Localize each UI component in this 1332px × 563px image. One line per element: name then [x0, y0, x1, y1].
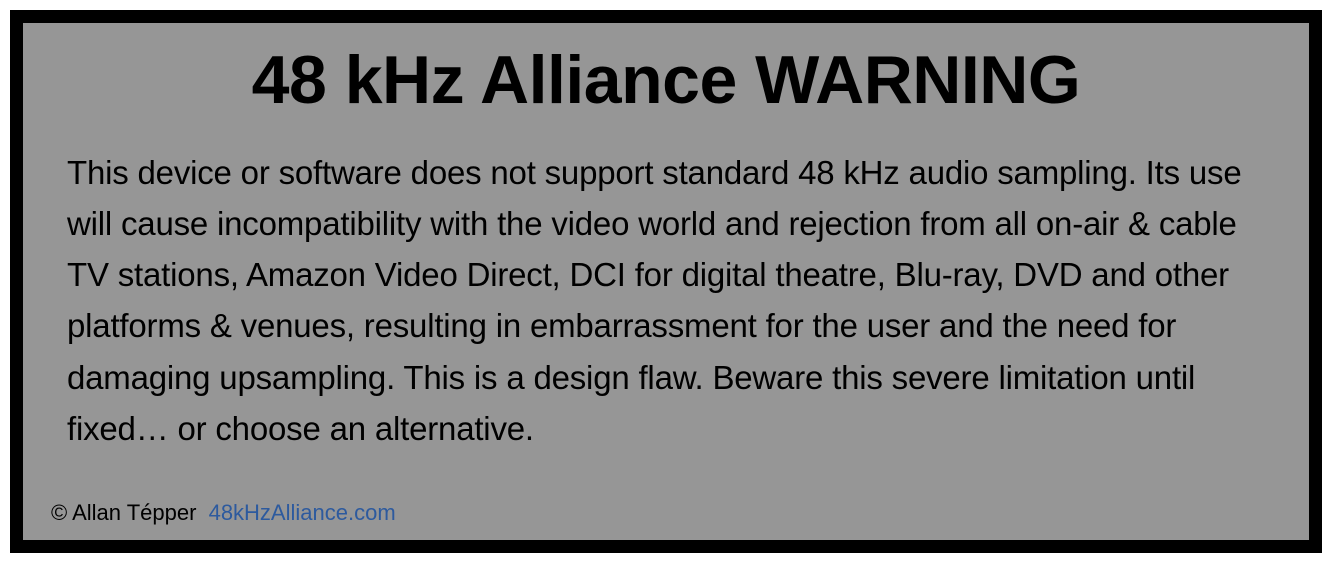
alliance-link[interactable]: 48kHzAlliance.com [209, 500, 396, 525]
warning-box: 48 kHz Alliance WARNING This device or s… [10, 10, 1322, 553]
copyright-text: © Allan Tépper [51, 500, 196, 525]
warning-title: 48 kHz Alliance WARNING [51, 41, 1281, 119]
warning-footer: © Allan Tépper 48kHzAlliance.com [51, 500, 1281, 526]
warning-body-text: This device or software does not support… [51, 147, 1281, 488]
